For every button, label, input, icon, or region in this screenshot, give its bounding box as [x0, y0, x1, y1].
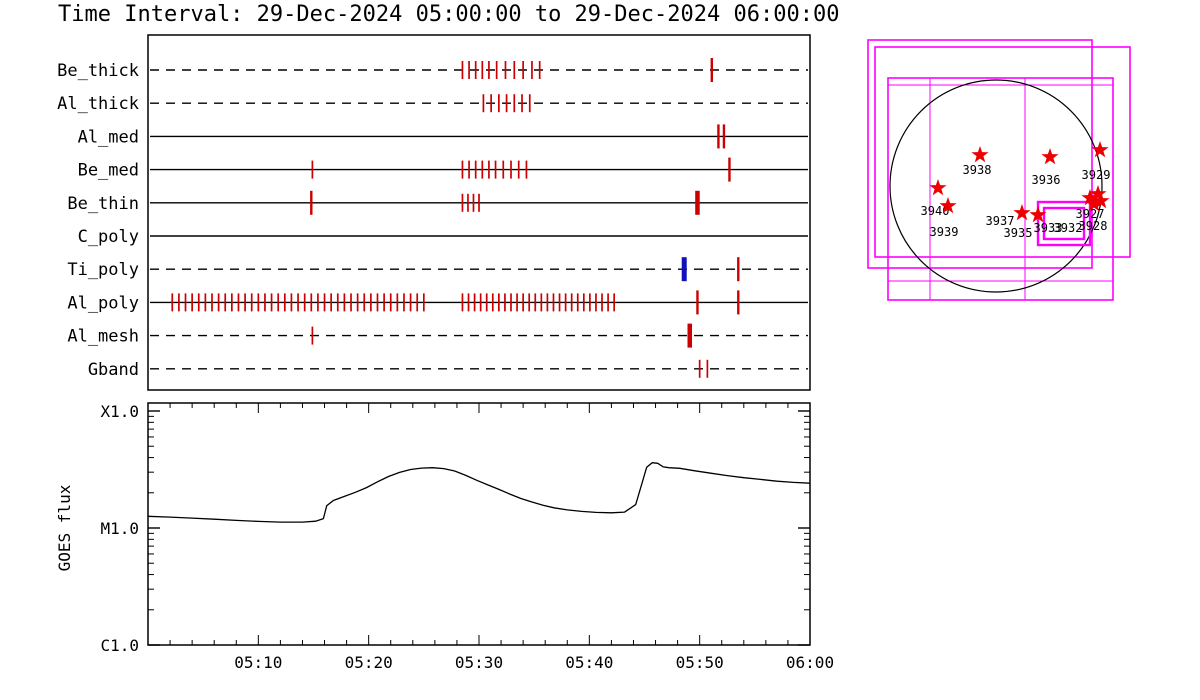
filter-row-label: Al_mesh — [67, 327, 139, 347]
fov-box — [867, 39, 1093, 269]
goes-xtick-label: 05:40 — [565, 653, 613, 672]
active-region-star — [1081, 189, 1099, 206]
active-region-star — [1041, 148, 1059, 165]
filter-row-label: Gband — [88, 360, 139, 380]
filter-timeline-chart: Be_thick Al_thick Al_med Be_med Be_thin C_pol… — [57, 34, 811, 391]
goes-ylabel: GOES flux — [55, 484, 74, 571]
active-region-label: 3936 — [1032, 173, 1061, 187]
xrt-target-box — [1042, 206, 1086, 241]
active-region-label: 3940 — [921, 204, 950, 218]
active-region-star — [1029, 206, 1047, 223]
goes-xtick-label: 05:10 — [234, 653, 282, 672]
active-region-label: 3938 — [963, 163, 992, 177]
filter-row-label: Al_thick — [57, 94, 139, 114]
goes-frame — [147, 402, 811, 646]
active-region-label: 3932 — [1054, 221, 1083, 235]
filter-row-label: Be_thick — [57, 61, 139, 81]
active-region-label: 3935 — [1004, 226, 1033, 240]
fov-box — [887, 77, 1114, 301]
active-region-star — [1091, 141, 1109, 158]
active-region-label: 3933 — [1034, 221, 1063, 235]
filter-row-label: C_poly — [78, 227, 139, 247]
active-region-star — [971, 146, 989, 163]
active-region-label: 3937 — [986, 214, 1015, 228]
goes-ytick-label: M1.0 — [100, 519, 139, 538]
goes-flux-chart: X1.0 M1.0 C1.0 05:10 05:20 05:30 05:40 05:50 06:… — [55, 402, 834, 672]
fov-box — [874, 46, 1131, 258]
active-region-star — [1013, 204, 1031, 221]
page-title: Time Interval: 29-Dec-2024 05:00:00 to 2… — [58, 2, 840, 27]
goes-xtick-label: 06:00 — [786, 653, 834, 672]
goes-xtick-label: 05:50 — [676, 653, 724, 672]
active-region-label: 3927 — [1076, 207, 1105, 221]
filter-row-label: Be_med — [78, 161, 139, 181]
active-region-star — [1089, 185, 1107, 202]
active-region-star — [929, 179, 947, 196]
filter-row-label: Al_poly — [67, 293, 139, 313]
goes-ytick-label: X1.0 — [100, 402, 139, 421]
active-region-star — [1092, 192, 1110, 209]
solar-limb — [889, 79, 1103, 293]
goes-flux-curve — [147, 462, 811, 523]
filter-row-label: Ti_poly — [67, 260, 139, 280]
active-region-star — [939, 197, 957, 214]
filter-row-label: Al_med — [78, 127, 139, 147]
xrt-target-box — [1036, 200, 1092, 247]
filter-row-label: Be_thin — [67, 194, 139, 214]
goes-xtick-label: 05:20 — [345, 653, 393, 672]
goes-xtick-label: 05:30 — [455, 653, 503, 672]
goes-ytick-label: C1.0 — [100, 636, 139, 655]
active-region-label: 3929 — [1082, 168, 1111, 182]
active-region-star — [1085, 195, 1103, 212]
timeline-frame — [147, 34, 811, 391]
active-region-label: 3939 — [930, 225, 959, 239]
active-region-label: 3928 — [1079, 219, 1108, 233]
